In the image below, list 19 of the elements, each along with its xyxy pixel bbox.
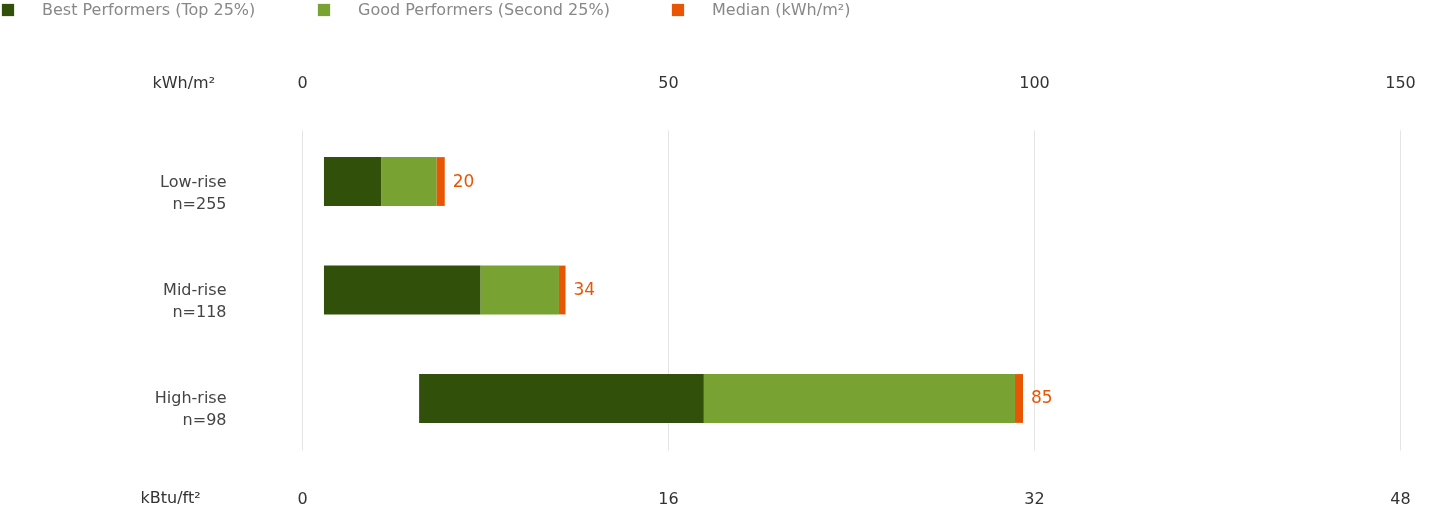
x-tick-label: 100 <box>1019 72 1050 92</box>
y-tick-label: High-rise n=98 <box>154 388 227 430</box>
x-axis-title: kWh/m² <box>152 72 216 92</box>
x-tick-label: 0 <box>297 72 308 92</box>
x-tick-label: 50 <box>658 72 679 92</box>
y-tick-label: Low-rise n=255 <box>160 171 227 213</box>
y-tick-label: Mid-rise n=118 <box>163 280 227 321</box>
annotation: 20 <box>452 170 475 191</box>
annotation: 85 <box>1031 387 1053 408</box>
x-tick-label: 150 <box>1385 72 1416 92</box>
legend-label: Best Performers (Top 25%) <box>42 0 256 19</box>
x2-tick-label: 0 <box>297 488 308 508</box>
x2-tick-label: 48 <box>1390 488 1411 508</box>
x2-tick-label: 32 <box>1024 488 1045 508</box>
annotation: 34 <box>573 279 596 299</box>
x2-tick-label: 16 <box>658 488 679 508</box>
x2-axis-title: kBtu/ft² <box>140 487 201 507</box>
legend-label: Median (kWh/m²) <box>712 0 851 19</box>
legend-label: Good Performers (Second 25%) <box>358 0 610 19</box>
